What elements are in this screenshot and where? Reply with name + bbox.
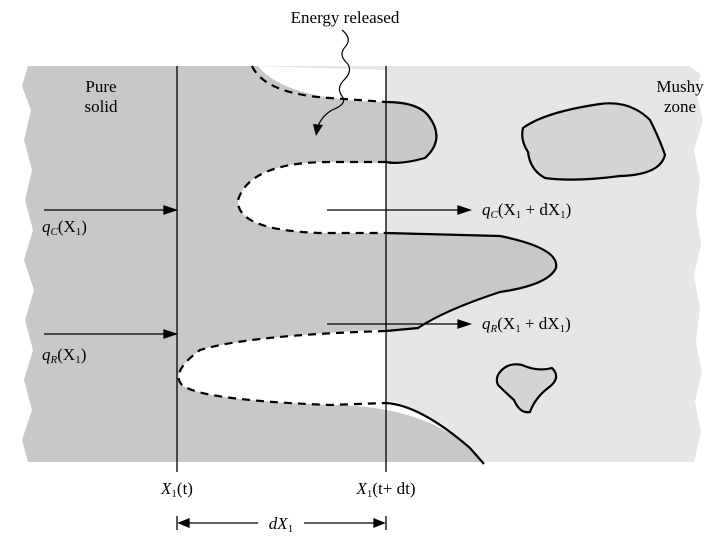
qc-left-label: qC(X1) [42, 218, 87, 235]
pure-solid-line-2: solid [84, 97, 117, 117]
mushy-zone-line-1: Mushy [656, 77, 703, 97]
energy-released-label: Energy released [291, 9, 400, 26]
mushy-zone-label: Mushy zone [656, 77, 703, 117]
pure-solid-label: Pure solid [84, 77, 117, 117]
qr-left-label: qR(X1) [42, 346, 86, 363]
qc-right-label: qC(X1 + dX1) [482, 201, 571, 218]
dx1-label: dX1 [269, 515, 293, 532]
x1-tdt-label: X1(t+ dt) [357, 480, 416, 497]
pure-solid-line-1: Pure [84, 77, 117, 97]
mushy-zone-line-2: zone [656, 97, 703, 117]
x1-t-label: X1(t) [161, 480, 193, 497]
qr-right-label: qR(X1 + dX1) [482, 315, 571, 332]
